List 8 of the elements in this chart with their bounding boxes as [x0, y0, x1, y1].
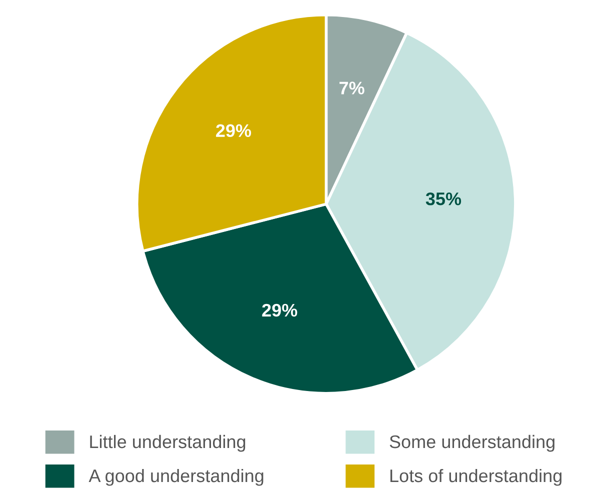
data-label: 7% — [340, 82, 364, 94]
data-label: 29% — [216, 124, 252, 138]
data-label: 29% — [262, 304, 298, 317]
legend-label: Lots of understanding — [390, 468, 562, 486]
legend-label: Some understanding — [390, 434, 554, 452]
legend-label: Little understanding — [90, 434, 246, 452]
legend-label: A good understanding — [88, 468, 264, 486]
data-label: 35% — [426, 192, 462, 206]
